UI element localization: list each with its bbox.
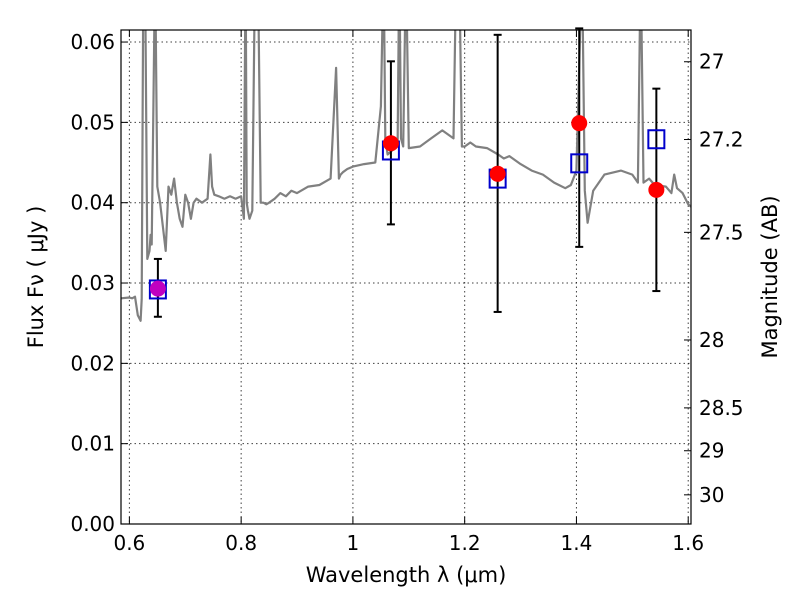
y-tick-label: 0.03 [70,271,115,295]
tick-labels: 0.6 0.8 1 1.2 1.4 1.6 0.00 0.01 0.02 0.03 0.04 0.05… [70,30,743,555]
x-axis-title: Wavelength λ (μm) [306,563,507,587]
model-point [570,153,589,174]
observed-point [648,181,665,198]
y-tick-label: 0.04 [70,191,115,215]
observed-photometry-layer [149,115,665,297]
right-mag-label: 28 [699,328,724,352]
y-tick-label: 0.06 [70,30,115,54]
x-tick-label: 0.8 [225,531,257,555]
right-mag-label: 28.5 [699,396,744,420]
model-point [148,279,167,300]
y-tick-label: 0.00 [70,512,115,536]
x-tick-label: 1.2 [449,531,481,555]
axis-ticks [121,30,691,525]
observed-point [382,135,399,152]
observed-point [571,115,588,132]
y-tick-label: 0.01 [70,432,115,456]
right-mag-label: 30 [699,483,724,507]
right-mag-label: 29 [699,439,724,463]
y-axis-title-right: Magnitude (AB) [758,195,782,358]
right-mag-label: 27.2 [699,128,744,152]
model-photometry-layer [148,129,666,300]
spectrum-layer [121,30,691,322]
x-tick-label: 0.6 [113,531,145,555]
model-spectrum-line [121,30,691,322]
x-tick-label: 1.6 [672,531,704,555]
model-point [647,129,666,150]
x-tick-label: 1.4 [561,531,593,555]
observed-point [489,165,506,182]
y-axis-title-left: Flux Fν ( μJy ) [24,206,48,349]
right-mag-label: 27 [699,50,724,74]
plot-frame [120,29,692,525]
y-tick-label: 0.05 [70,110,115,134]
observed-point [149,280,166,297]
right-mag-label: 27.5 [699,220,744,244]
y-tick-label: 0.02 [70,351,115,375]
grid-lines [121,30,691,525]
x-tick-label: 1 [347,531,360,555]
